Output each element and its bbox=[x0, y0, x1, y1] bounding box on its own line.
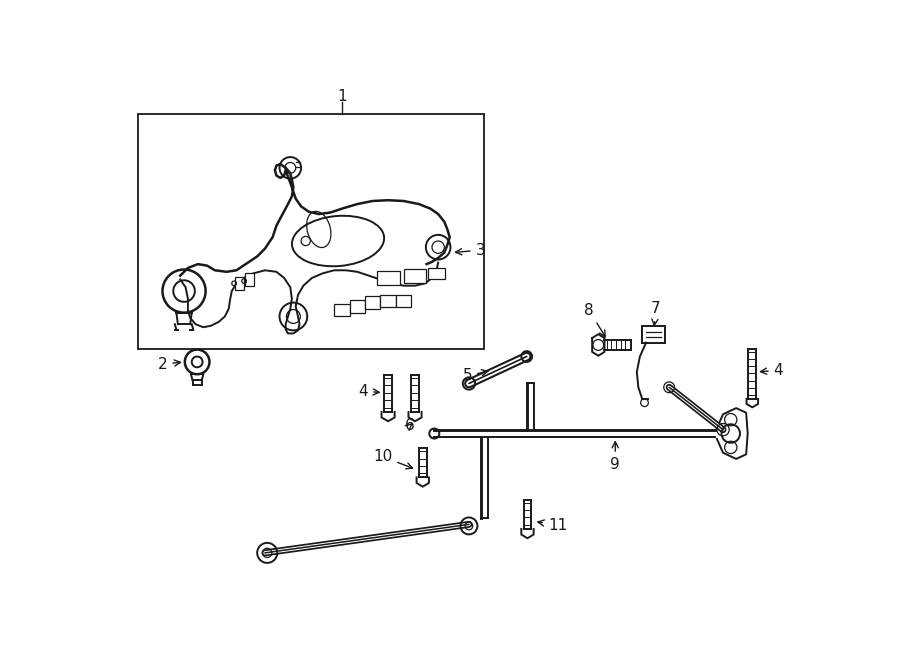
Bar bbox=[245, 274, 254, 286]
Bar bbox=[334, 304, 349, 317]
Text: 5: 5 bbox=[463, 368, 488, 383]
Text: 4: 4 bbox=[358, 383, 379, 399]
Bar bbox=[376, 271, 400, 285]
Bar bbox=[138, 114, 484, 349]
Text: 10: 10 bbox=[374, 449, 412, 469]
Bar bbox=[428, 268, 446, 279]
Text: 1: 1 bbox=[338, 89, 346, 104]
Bar bbox=[365, 297, 381, 309]
Bar bbox=[349, 300, 365, 313]
Bar bbox=[396, 295, 411, 307]
Text: 3: 3 bbox=[455, 243, 485, 258]
Text: 4: 4 bbox=[760, 363, 783, 378]
Text: 9: 9 bbox=[610, 442, 620, 472]
Text: 11: 11 bbox=[538, 518, 567, 533]
Bar bbox=[235, 277, 244, 290]
Text: 2: 2 bbox=[158, 357, 181, 371]
Bar bbox=[404, 269, 426, 283]
Text: 7: 7 bbox=[652, 301, 661, 325]
Text: 6: 6 bbox=[405, 418, 415, 434]
Bar bbox=[381, 295, 396, 307]
Text: 8: 8 bbox=[584, 303, 606, 336]
